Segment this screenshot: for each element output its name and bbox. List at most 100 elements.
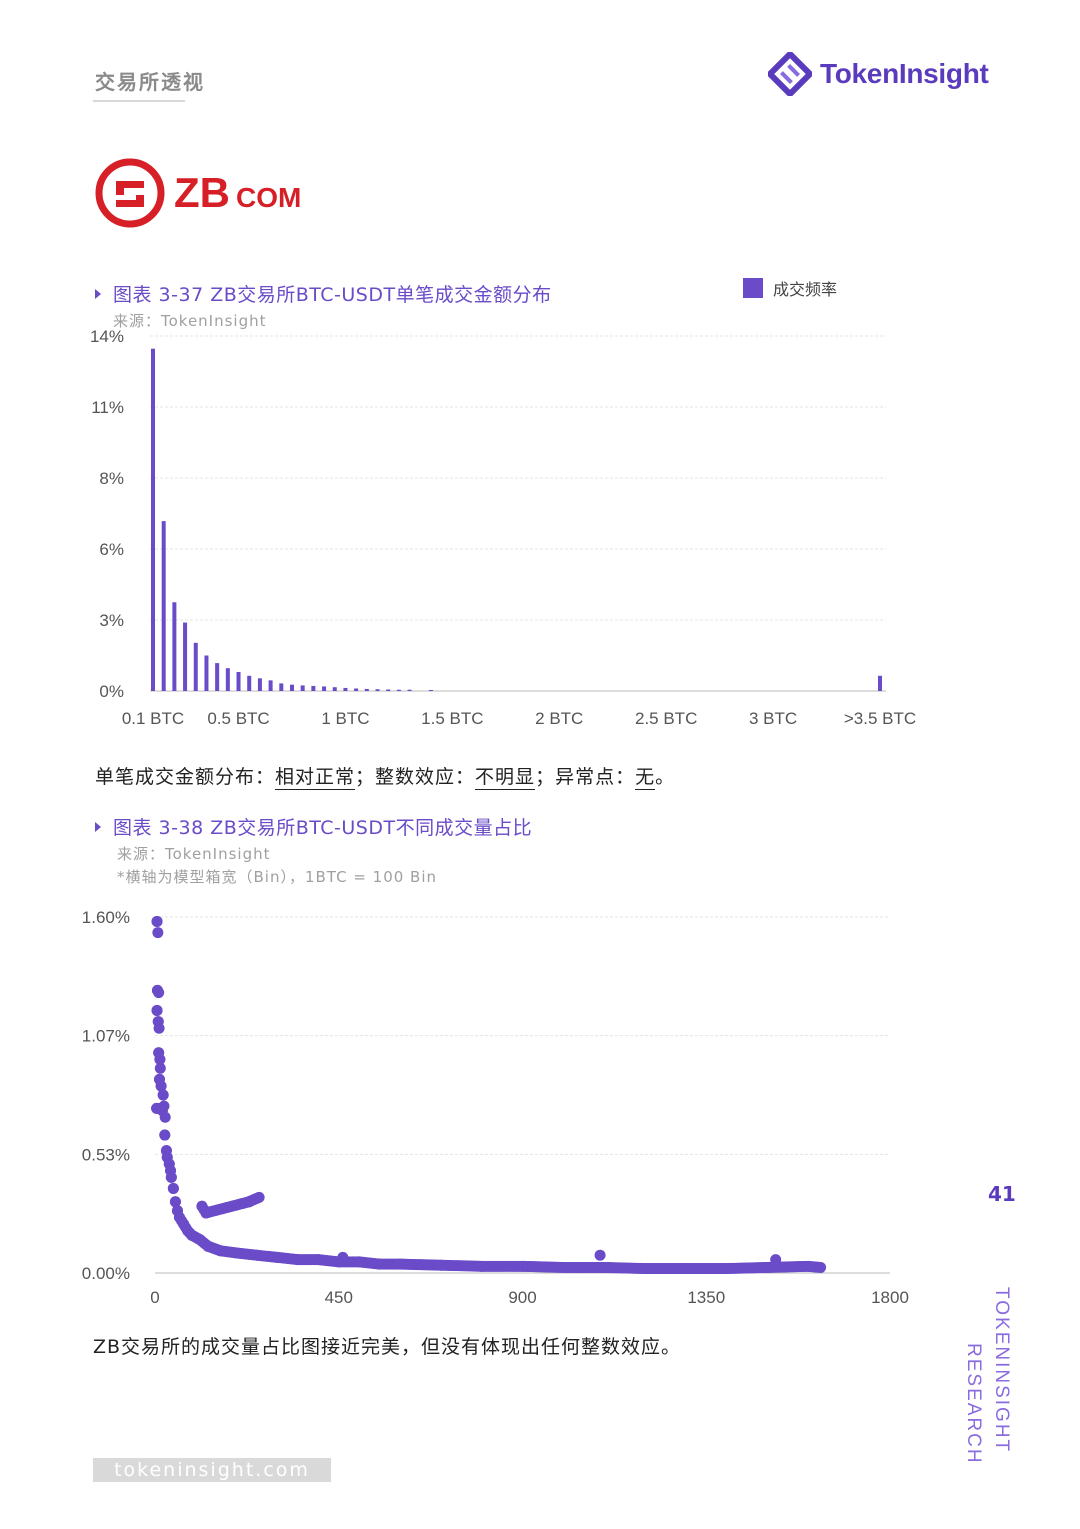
- scatter-point: [186, 1229, 198, 1241]
- scatter-point: [165, 1171, 177, 1183]
- legend-label: 成交频率: [773, 280, 838, 299]
- y-tick-label: 14%: [90, 327, 124, 346]
- bar: [236, 671, 241, 691]
- scatter-point: [435, 1259, 447, 1271]
- scatter-point: [214, 1245, 226, 1257]
- section-underline: [93, 100, 185, 102]
- x-tick-label: 900: [508, 1288, 536, 1307]
- bar: [343, 687, 348, 691]
- scatter-point: [153, 987, 165, 999]
- summary1-text: 单笔成交金额分布：相对正常；整数效应：不明显；异常点：无。: [95, 766, 676, 790]
- scatter-point: [639, 1263, 651, 1275]
- bar: [364, 688, 369, 691]
- scatter-point: [815, 1261, 827, 1273]
- x-tick-label: 1350: [687, 1288, 725, 1307]
- scatter-point: [153, 1022, 165, 1034]
- bar: [428, 689, 433, 691]
- tokeninsight-logo: TokenInsight: [768, 52, 989, 96]
- scatter-point: [157, 1089, 169, 1101]
- scatter-point: [594, 1249, 606, 1261]
- scatter-point: [151, 1004, 163, 1016]
- scatter-point: [231, 1247, 243, 1259]
- bar: [151, 348, 155, 691]
- page-number: 41: [988, 1182, 1016, 1206]
- figure2-title: 图表 3-38 ZB交易所BTC-USDT不同成交量占比: [95, 813, 532, 840]
- scatter-point: [159, 1111, 171, 1123]
- x-tick-label: 1800: [871, 1288, 909, 1307]
- y-tick-label: 11%: [91, 398, 124, 417]
- bar-chart: 0% 3% 6% 8% 11% 14% 0.1 BTC 0.5 BTC 1 BTC 1.5 BTC…: [90, 327, 916, 728]
- scatter-point: [762, 1261, 773, 1273]
- x-tick-label: 2.5 BTC: [635, 709, 697, 728]
- bar: [396, 689, 401, 691]
- side-brand-line2: RESEARCH: [963, 1343, 984, 1465]
- bar: [225, 668, 230, 691]
- bar: [878, 675, 882, 691]
- scatter-point: [802, 1260, 814, 1272]
- bar: [172, 602, 177, 691]
- footer-url: tokeninsight.com: [93, 1458, 331, 1482]
- y-tick-label: 8%: [99, 469, 124, 488]
- bar: [354, 688, 359, 691]
- scatter-point: [680, 1263, 692, 1275]
- side-brand: TOKENINSIGHT RESEARCH: [963, 1287, 1012, 1465]
- zb-logo-suffix: COM: [236, 182, 301, 213]
- summary2-text: ZB交易所的成交量占比图接近完美，但没有体现出任何整数效应。: [93, 1336, 682, 1358]
- x-tick-label: 0: [150, 1288, 159, 1307]
- x-tick-label: 0.1 BTC: [122, 709, 184, 728]
- scatter-point: [152, 927, 164, 939]
- bullet-arrow-icon: [95, 821, 101, 832]
- bullet-arrow-icon: [95, 288, 101, 299]
- scatter-point: [251, 1249, 263, 1261]
- figure1-title: 图表 3-37 ZB交易所BTC-USDT单笔成交金额分布: [95, 280, 552, 307]
- y-tick-label: 1.07%: [82, 1027, 130, 1046]
- scatter-point: [272, 1251, 283, 1263]
- bar: [161, 521, 166, 691]
- brand-name: TokenInsight: [820, 58, 989, 89]
- bar: [193, 642, 198, 691]
- x-tick-label: 1 BTC: [321, 709, 369, 728]
- y-tick-label: 0.53%: [82, 1145, 130, 1164]
- scatter-point: [557, 1261, 569, 1273]
- x-tick-label: 2 BTC: [535, 709, 583, 728]
- bar: [407, 689, 412, 691]
- y-tick-label: 0.00%: [82, 1264, 130, 1283]
- scatter-point: [374, 1258, 386, 1270]
- scatter-point: [154, 1062, 166, 1074]
- bar: [268, 680, 273, 691]
- bar: [311, 685, 316, 691]
- x-tick-label: 3 BTC: [749, 709, 797, 728]
- integer-effect-value: 不明显: [475, 766, 536, 790]
- section-title: 交易所透视: [95, 70, 205, 94]
- bar: [279, 683, 284, 691]
- figure1-source: 来源：TokenInsight: [113, 312, 267, 330]
- bar: [247, 675, 252, 691]
- bar: [289, 684, 294, 691]
- x-tick-label: 1.5 BTC: [421, 709, 483, 728]
- scatter-point: [770, 1254, 782, 1266]
- scatter-point: [598, 1261, 610, 1273]
- y-tick-label: 3%: [99, 611, 124, 630]
- zb-exchange-logo: ZB COM: [94, 155, 324, 237]
- scatter-point: [292, 1254, 304, 1266]
- scatter-point: [253, 1191, 265, 1203]
- bar: [183, 622, 188, 691]
- scatter-point: [517, 1260, 528, 1272]
- scatter-point: [155, 1080, 167, 1092]
- bar: [204, 655, 209, 691]
- scatter-point: [151, 915, 163, 927]
- scatter-point: [202, 1240, 214, 1252]
- distribution-value: 相对正常: [275, 766, 356, 790]
- bar: [375, 689, 380, 691]
- scatter-point: [169, 1196, 181, 1208]
- y-tick-label: 6%: [99, 540, 124, 559]
- x-tick-label: >3.5 BTC: [844, 709, 916, 728]
- y-tick-label: 0%: [99, 682, 124, 701]
- scatter-point: [353, 1256, 365, 1268]
- anomaly-value: 无: [635, 766, 656, 790]
- bar: [322, 686, 327, 691]
- scatter-point: [200, 1207, 212, 1219]
- figure2-source: 来源：TokenInsight: [117, 845, 271, 863]
- side-brand-line1: TOKENINSIGHT: [991, 1287, 1012, 1453]
- bar: [332, 687, 337, 691]
